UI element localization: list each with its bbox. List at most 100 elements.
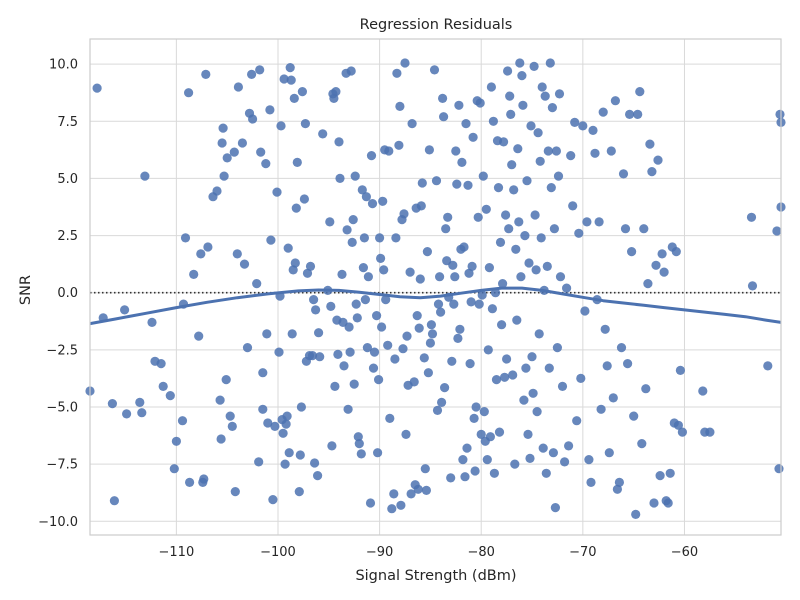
residual-point: [221, 375, 231, 385]
residual-point: [401, 429, 411, 439]
residual-point: [333, 349, 343, 359]
residual-point: [584, 455, 594, 465]
residual-point: [375, 233, 385, 243]
residual-point: [502, 354, 512, 364]
residual-point: [461, 119, 471, 129]
residual-point: [387, 504, 397, 514]
residual-point: [568, 201, 578, 211]
residual-point: [406, 489, 416, 499]
residual-point: [427, 329, 438, 339]
residual-point: [262, 329, 272, 339]
residual-point: [348, 215, 358, 225]
residual-point: [673, 420, 684, 430]
residual-point: [438, 93, 448, 103]
residual-point: [402, 331, 412, 341]
residual-point: [612, 484, 623, 494]
residual-point: [526, 121, 536, 131]
residual-point: [296, 402, 306, 412]
residual-point: [350, 171, 360, 181]
residual-point: [313, 471, 323, 481]
residual-point: [374, 375, 384, 385]
residual-point: [503, 66, 513, 76]
residual-point: [513, 144, 523, 154]
residual-point: [439, 112, 449, 122]
residual-point: [315, 352, 325, 362]
residual-point: [314, 328, 324, 338]
residual-point: [590, 148, 600, 158]
residual-point: [509, 185, 519, 195]
residual-point: [519, 395, 529, 405]
residual-point: [560, 457, 570, 467]
residual-point: [663, 498, 673, 508]
residual-point: [122, 409, 132, 419]
residual-point: [606, 146, 616, 156]
residual-point: [548, 448, 559, 458]
residual-point: [421, 485, 431, 495]
residual-point: [501, 210, 511, 220]
y-tick-label: 0.0: [57, 286, 78, 301]
residual-point: [529, 61, 539, 71]
residual-point: [140, 171, 150, 181]
residual-point: [185, 477, 195, 487]
residual-point: [373, 448, 383, 458]
residual-point: [475, 98, 485, 108]
residual-point: [385, 413, 395, 423]
residual-point: [230, 487, 240, 497]
residual-point: [562, 283, 572, 293]
residual-point: [274, 347, 284, 357]
residual-point: [365, 498, 376, 508]
x-tick-label: −110: [159, 545, 195, 560]
residual-point: [391, 233, 401, 243]
residual-point: [177, 416, 188, 426]
residual-point: [440, 383, 450, 393]
residual-point: [335, 173, 345, 183]
residual-point: [499, 137, 509, 147]
residual-point: [651, 260, 661, 270]
residual-point: [511, 244, 521, 254]
residual-point: [459, 242, 469, 252]
residual-point: [171, 436, 181, 446]
residual-point: [419, 353, 429, 363]
residual-point: [242, 343, 253, 353]
residual-point: [557, 381, 568, 391]
y-tick-label: 2.5: [57, 229, 78, 244]
residual-point: [533, 128, 543, 138]
residual-point: [512, 315, 522, 325]
residual-point: [538, 443, 548, 453]
residual-point: [420, 464, 430, 474]
residual-point: [378, 196, 388, 206]
residual-point: [508, 370, 518, 380]
residual-point: [376, 253, 386, 263]
residual-point: [618, 169, 629, 179]
residual-point: [544, 363, 554, 373]
residual-point: [586, 477, 596, 487]
residual-point: [261, 159, 271, 169]
residual-point: [344, 322, 354, 332]
residual-point: [352, 313, 362, 323]
residual-point: [443, 212, 453, 222]
residual-point: [518, 100, 528, 110]
residual-point: [360, 295, 370, 305]
residual-point: [448, 260, 458, 270]
residual-point: [189, 269, 199, 279]
residual-point: [655, 471, 665, 481]
residual-point: [441, 224, 451, 234]
residual-point: [453, 333, 463, 343]
residual-point: [279, 74, 289, 84]
residual-point: [405, 267, 415, 277]
residual-point: [463, 180, 473, 190]
residual-point: [309, 295, 319, 305]
residual-point: [290, 258, 300, 268]
residual-point: [645, 139, 655, 149]
residual-point: [437, 397, 447, 407]
lowess-smoother-line: [89, 286, 782, 326]
residual-point: [623, 359, 633, 369]
residual-point: [504, 224, 514, 234]
residual-point: [278, 428, 288, 438]
residual-point: [520, 231, 530, 241]
residual-point: [363, 272, 373, 282]
residual-point: [426, 320, 436, 330]
residual-point: [474, 299, 484, 309]
residual-point: [530, 210, 540, 220]
residual-point: [528, 388, 538, 398]
